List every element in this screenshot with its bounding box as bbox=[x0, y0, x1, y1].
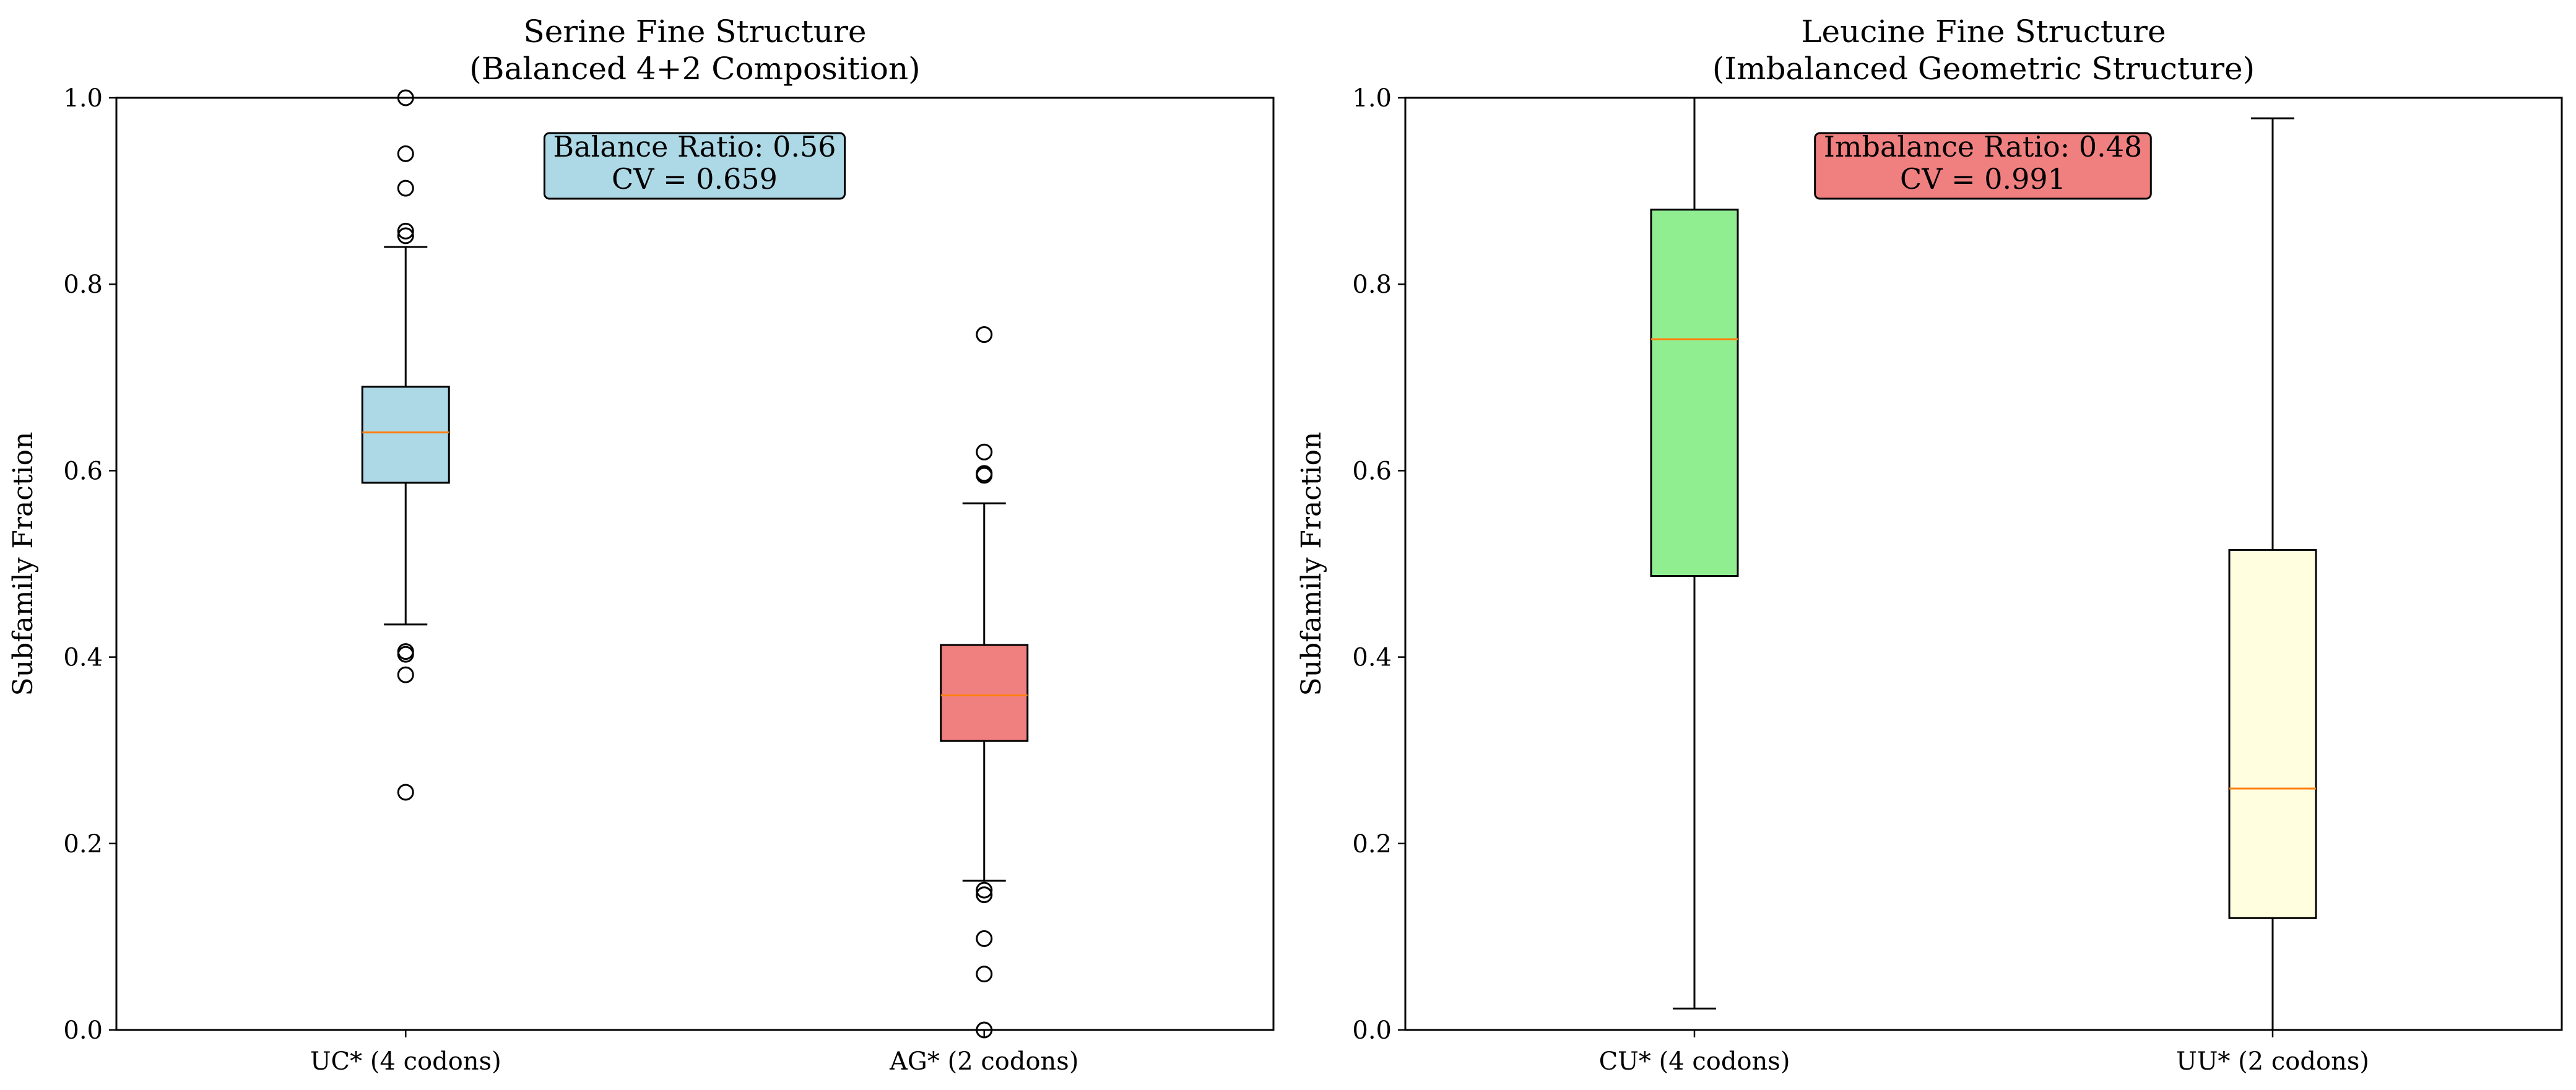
plot-frame bbox=[1404, 97, 2563, 1031]
y-tick-label: 0.8 bbox=[1352, 270, 1392, 299]
y-axis-label: Subfamily Fraction bbox=[1296, 432, 1327, 696]
box-iqr bbox=[361, 386, 450, 484]
box-plot bbox=[940, 326, 1029, 1039]
outlier-point bbox=[976, 930, 993, 947]
plot-frame bbox=[115, 97, 1275, 1031]
annotation-background bbox=[1814, 132, 2152, 200]
outlier-point bbox=[976, 881, 993, 899]
outlier-point bbox=[976, 467, 993, 484]
box-iqr bbox=[2228, 548, 2317, 919]
box-iqr bbox=[940, 644, 1029, 742]
y-tick-label: 0.2 bbox=[1352, 830, 1392, 859]
outlier-point bbox=[976, 966, 993, 983]
outlier-point bbox=[397, 666, 414, 683]
annotation-line1: Imbalance Ratio: 0.48 bbox=[1824, 130, 2143, 163]
outlier-point bbox=[397, 222, 414, 240]
y-tick-label: 0.4 bbox=[1352, 644, 1392, 672]
y-tick-label: 0.8 bbox=[63, 270, 103, 299]
y-tick-label: 0.0 bbox=[1352, 1016, 1392, 1045]
y-tick-label: 1.0 bbox=[1352, 84, 1392, 113]
outlier-point bbox=[397, 227, 414, 244]
y-tick-label: 0.4 bbox=[63, 644, 103, 672]
y-tick-label: 1.0 bbox=[63, 84, 103, 113]
chart-title-line1: Serine Fine Structure bbox=[523, 14, 866, 50]
annotation-line2: CV = 0.991 bbox=[1900, 162, 2066, 196]
outlier-point bbox=[976, 326, 993, 344]
x-tick-label: UU* (2 codons) bbox=[2176, 1047, 2369, 1076]
x-tick-label: CU* (4 codons) bbox=[1599, 1047, 1790, 1076]
outlier-point bbox=[397, 784, 414, 801]
annotation-line1: Balance Ratio: 0.56 bbox=[553, 130, 836, 163]
chart-panel-2: Leucine Fine Structure(Imbalanced Geomet… bbox=[1296, 14, 2563, 1076]
chart-title-line1: Leucine Fine Structure bbox=[1801, 14, 2166, 50]
outlier-point bbox=[397, 180, 414, 197]
annotation-background bbox=[543, 132, 846, 200]
chart-panel-1: Serine Fine Structure(Balanced 4+2 Compo… bbox=[7, 14, 1275, 1076]
annotation-line2: CV = 0.659 bbox=[612, 162, 778, 196]
x-tick-label: UC* (4 codons) bbox=[310, 1047, 501, 1076]
outlier-point bbox=[397, 145, 414, 162]
box-plot bbox=[2228, 117, 2317, 1031]
y-tick-label: 0.0 bbox=[63, 1016, 103, 1045]
x-tick-label: AG* (2 codons) bbox=[889, 1047, 1078, 1076]
y-tick-label: 0.2 bbox=[63, 830, 103, 859]
outlier-point bbox=[397, 646, 414, 663]
y-tick-label: 0.6 bbox=[1352, 457, 1392, 485]
y-axis-label: Subfamily Fraction bbox=[7, 432, 39, 696]
box-plot bbox=[361, 89, 450, 801]
outlier-point bbox=[976, 443, 993, 461]
y-tick-label: 0.6 bbox=[63, 457, 103, 485]
chart-title-line2: (Imbalanced Geometric Structure) bbox=[1712, 51, 2255, 87]
outlier-point bbox=[976, 886, 993, 904]
box-iqr bbox=[1650, 209, 1739, 577]
chart-title-line2: (Balanced 4+2 Composition) bbox=[469, 51, 920, 87]
